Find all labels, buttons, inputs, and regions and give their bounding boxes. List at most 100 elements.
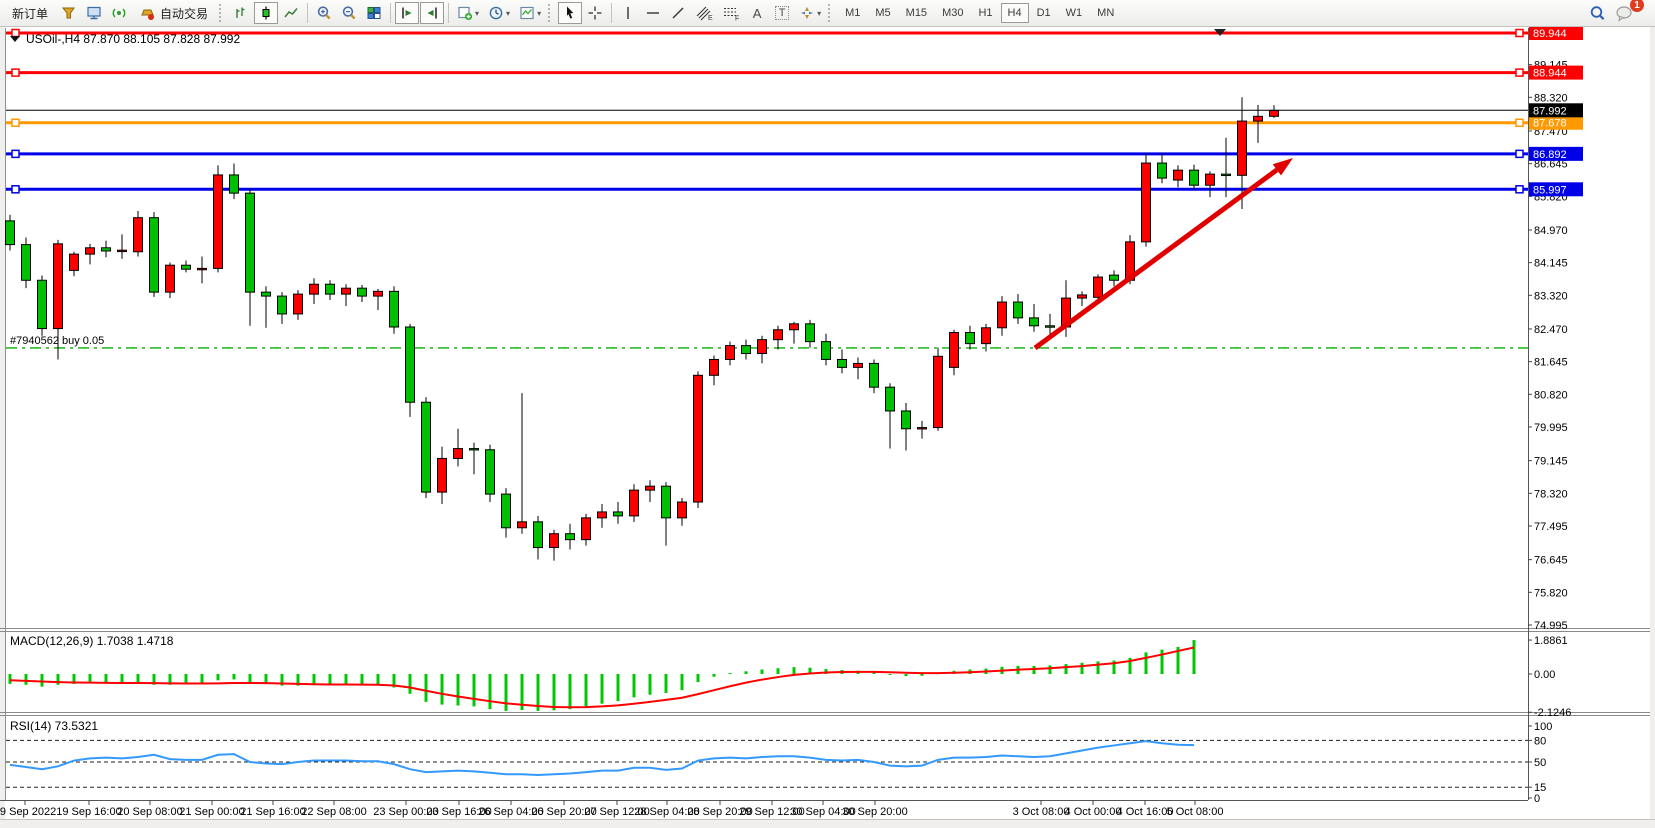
candle-body [1253,115,1263,122]
timeframe-H4[interactable]: H4 [1000,3,1029,23]
notification-badge[interactable]: 1 [1630,0,1644,12]
symbol-dropdown-icon[interactable] [10,36,20,42]
price-tick-label: 88.320 [1534,92,1568,104]
trend-arrow-head[interactable] [1272,158,1293,176]
candle-body [1157,162,1167,179]
macd-histogram-bar [808,667,812,674]
timeframe-M15[interactable]: M15 [899,3,934,23]
timeframe-M1[interactable]: M1 [838,3,867,23]
toolbar-separator [390,3,392,23]
trend-arrow-line[interactable] [1033,167,1279,351]
price-badge [1529,146,1583,161]
macd-histogram-bar [600,674,604,704]
line-handle[interactable] [1515,185,1524,194]
tile-windows-button[interactable] [362,2,386,24]
macd-histogram-bar [216,674,220,681]
timeframe-D1[interactable]: D1 [1030,3,1058,23]
search-button[interactable] [1585,2,1610,24]
editor-icon[interactable] [57,2,81,24]
rsi-tick-label: 100 [1534,721,1552,733]
candle-body [933,355,943,429]
candle-body [869,362,879,388]
time-tick-label: 28 Sep 04:00 [634,806,699,818]
zoom-in-icon [317,6,331,20]
price-tick-label: 84.970 [1534,225,1568,237]
auto-trading-label: 自动交易 [160,6,209,21]
text-button[interactable]: A [745,2,769,24]
periods-button[interactable]: ▾ [484,2,514,24]
candle-body [597,511,607,519]
horizontal-line-button[interactable] [641,2,665,24]
line-handle[interactable] [1515,68,1524,77]
candle-body [197,267,207,271]
candle-body [693,374,703,503]
line-handle[interactable] [11,68,20,77]
macd-histogram-bar [392,674,396,688]
zoom-out-button[interactable] [337,2,361,24]
macd-tick-label: -2.1246 [1534,707,1571,719]
trendline-icon [672,7,684,19]
timeframe-MN[interactable]: MN [1090,3,1121,23]
chart-shift-button[interactable] [395,2,420,24]
candle-body [997,301,1007,329]
line-handle[interactable] [11,118,20,127]
channel-button[interactable]: E [691,2,717,24]
templates-button[interactable]: ▾ [515,2,545,24]
macd-histogram-bar [616,674,620,701]
trendline-button[interactable] [666,2,690,24]
new-order-button[interactable]: 新订单 [4,2,56,24]
price-tick-label: 75.820 [1534,587,1568,599]
timeframe-W1[interactable]: W1 [1059,3,1090,23]
candle-body [277,295,287,315]
line-handle[interactable] [1515,149,1524,159]
line-handle[interactable] [11,149,20,159]
line-handle[interactable] [11,28,20,38]
line-handle[interactable] [1515,118,1524,127]
auto-trading-button[interactable]: 自动交易 [132,2,216,24]
macd-histogram-bar [760,669,764,674]
vertical-line-button[interactable] [616,2,640,24]
bar-chart-button[interactable] [229,2,253,24]
candle-body [581,517,591,541]
time-tick-label: 3 Oct 08:00 [1013,806,1070,818]
auto-scroll-button[interactable] [420,2,445,24]
new-chart-icon [458,6,473,21]
new-chart-button[interactable]: ▾ [453,2,483,24]
price-badge-label: 89.944 [1533,28,1567,40]
zoom-out-icon [342,6,356,20]
macd-histogram-bar [1048,665,1052,674]
chat-button[interactable] [1611,2,1637,24]
macd-histogram-bar [696,674,700,683]
text-label-button[interactable]: T [770,2,794,24]
crosshair-button[interactable] [583,2,607,24]
toolbar-drag-handle [828,4,833,22]
timeframe-H1[interactable]: H1 [971,3,999,23]
time-tick-label: 26 Sep 04:00 [478,806,543,818]
candle-body [309,283,319,295]
time-tick-label: 4 Oct 16:00 [1117,806,1174,818]
cursor-button[interactable] [558,2,583,24]
macd-histogram-bar [1160,649,1164,674]
time-tick-label: 21 Sep 00:00 [179,806,244,818]
line-handle[interactable] [1515,28,1524,38]
macd-histogram-bar [136,674,140,683]
line-chart-button[interactable] [279,2,303,24]
macd-histogram-bar [440,674,444,705]
shift-marker-icon[interactable] [1214,29,1226,36]
timeframe-M5[interactable]: M5 [868,3,897,23]
terminal-button[interactable] [82,2,106,24]
rsi-line [9,740,1195,776]
line-handle[interactable] [11,185,20,194]
time-tick-label: 5 Oct 08:00 [1167,806,1224,818]
arrows-button[interactable]: ▾ [795,2,825,24]
macd-histogram-bar [568,674,572,710]
macd-histogram-bar [744,671,748,674]
window-right-edge [1650,27,1655,820]
timeframe-M30[interactable]: M30 [935,3,970,23]
zoom-in-button[interactable] [312,2,336,24]
fibonacci-button[interactable]: F [718,2,744,24]
signals-button[interactable] [107,2,131,24]
macd-histogram-bar [552,674,556,711]
candle-chart-button[interactable] [254,2,279,24]
